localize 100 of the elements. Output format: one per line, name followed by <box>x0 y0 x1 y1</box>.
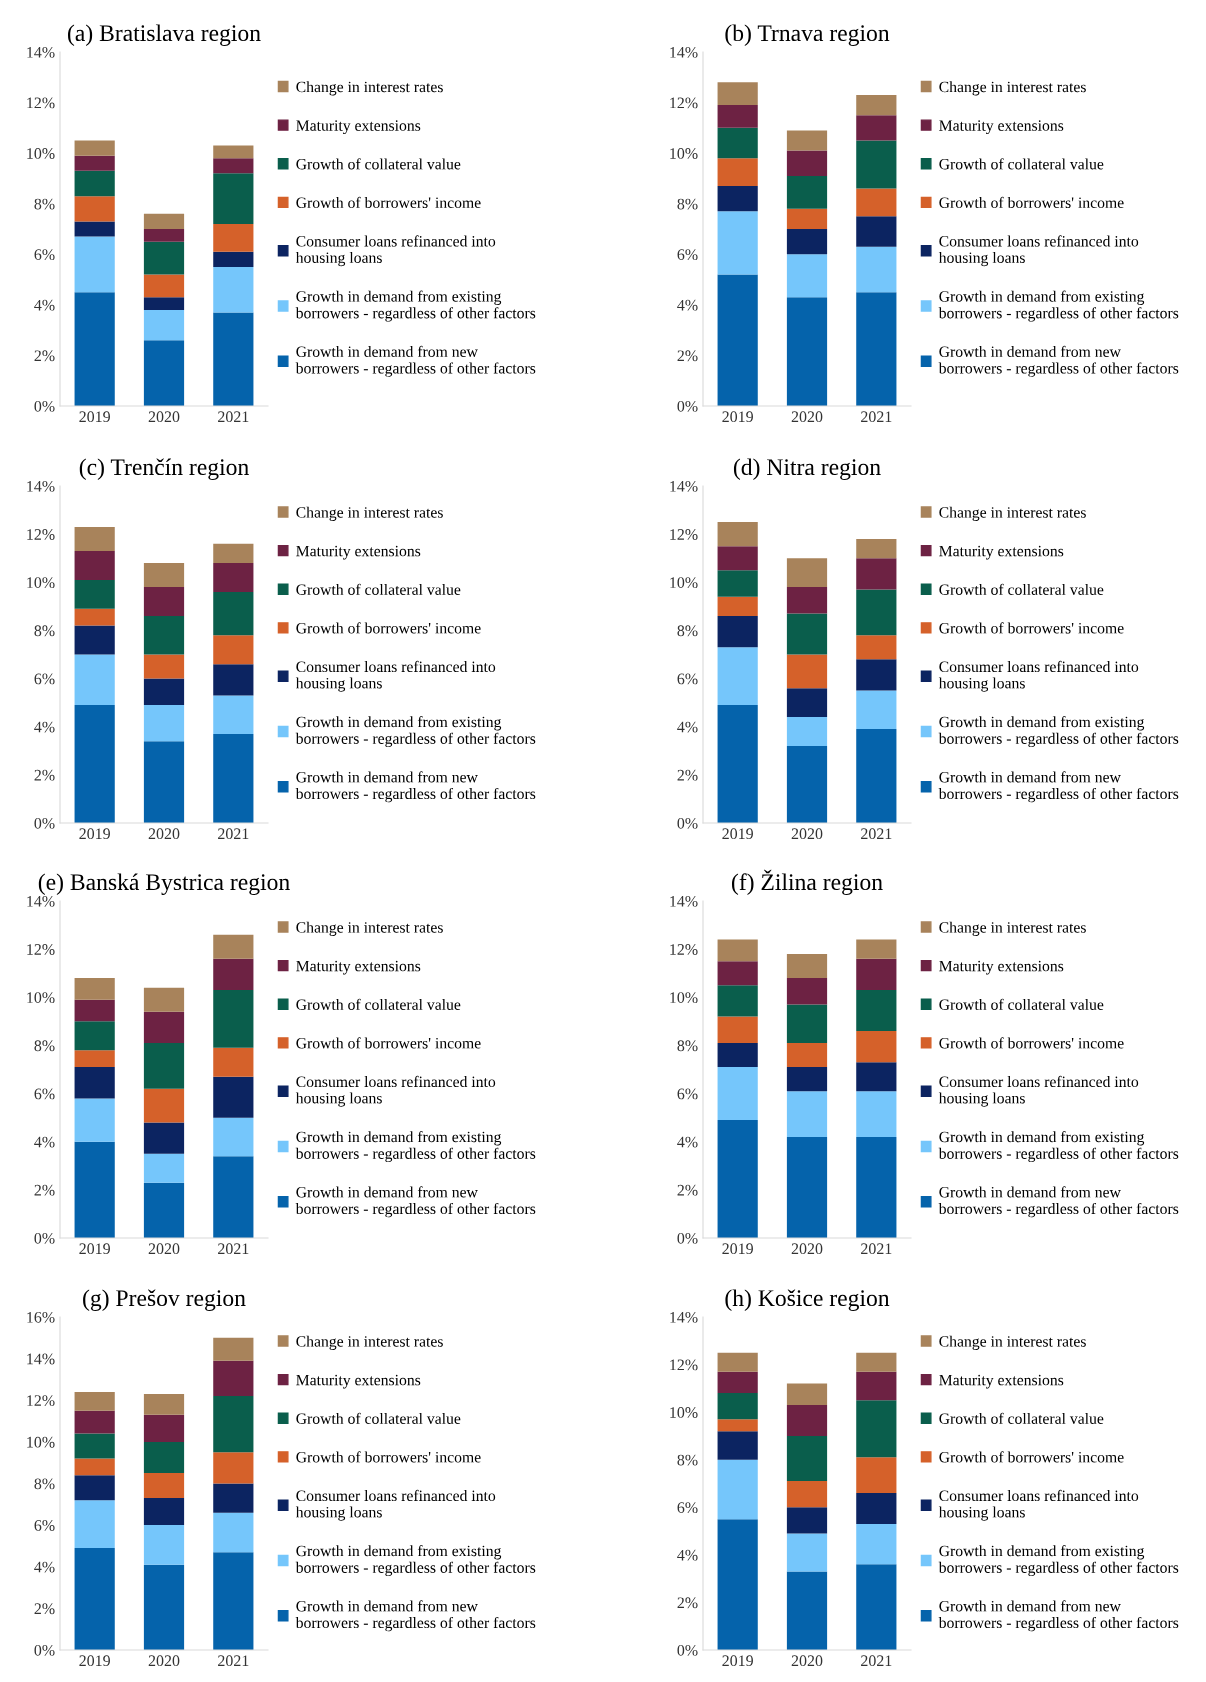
bar <box>74 221 115 237</box>
legend-label: Consumer loans refinanced into housing loans <box>938 235 1139 267</box>
legend-label: Growth in demand from new borrowers - regardless of other factors <box>295 1186 536 1218</box>
bar <box>74 999 115 1022</box>
bar <box>74 1141 115 1238</box>
y-tick-label: 8% <box>677 625 698 637</box>
legend-label: Maturity extensions <box>939 545 1064 560</box>
y-tick-label: 14% <box>27 895 55 907</box>
bar <box>213 543 254 564</box>
bar <box>213 1047 254 1077</box>
bar <box>717 705 758 823</box>
x-tick-label: 2019 <box>722 1243 753 1255</box>
bar <box>717 158 758 187</box>
bar <box>213 158 254 174</box>
legend-label: Growth of collateral value <box>296 1412 461 1424</box>
bar <box>213 591 254 636</box>
x-tick-label: 2021 <box>861 1655 892 1667</box>
bar <box>213 1483 254 1513</box>
legend-label: Consumer loans refinanced into housing loans <box>295 660 496 692</box>
y-tick-label: 8% <box>34 625 55 637</box>
y-tick-label: 4% <box>677 1136 698 1148</box>
legend-label: Growth of collateral value <box>939 583 1104 595</box>
legend-label: Growth of collateral value <box>939 158 1104 170</box>
bar <box>143 1473 185 1499</box>
bar <box>213 1552 254 1650</box>
bar <box>786 1507 828 1534</box>
x-tick-label: 2019 <box>722 411 753 423</box>
bar <box>856 1523 897 1565</box>
y-tick-label: 4% <box>34 721 55 733</box>
bar <box>74 292 115 406</box>
text: Change in interest rates <box>296 1335 443 1350</box>
bar <box>213 934 254 959</box>
bar <box>143 1498 185 1526</box>
bar <box>74 1391 115 1411</box>
bar <box>74 1458 115 1476</box>
bar <box>213 1360 254 1397</box>
legend-label: Change in interest rates <box>296 81 443 96</box>
bar <box>213 1156 254 1238</box>
legend-label: Growth in demand from new borrowers - regardless of other factors <box>938 1186 1179 1218</box>
bar <box>786 1043 828 1068</box>
bar <box>717 1459 758 1520</box>
legend-label: Growth in demand from existing borrowers - regardless of other factors <box>295 1545 536 1577</box>
x-tick-label: 2021 <box>861 828 892 840</box>
y-tick-label: 8% <box>677 1454 698 1466</box>
bar <box>717 1393 758 1420</box>
chart-title: (f) Žilina region <box>731 869 883 895</box>
legend-label: Growth of collateral value <box>296 158 461 170</box>
bar <box>717 105 758 128</box>
bar <box>143 741 185 823</box>
legend-label: Growth in demand from existing borrowers - regardless of other factors <box>938 716 1179 748</box>
x-tick-label: 2020 <box>791 411 823 423</box>
bar <box>74 1548 115 1650</box>
bar <box>786 1571 828 1650</box>
bar <box>717 546 758 571</box>
bar <box>74 1067 115 1099</box>
bar <box>856 589 897 636</box>
y-tick-label: 10% <box>670 992 698 1004</box>
bar <box>74 550 115 580</box>
bar <box>717 985 758 1017</box>
legend-label: Growth of collateral value <box>296 583 461 595</box>
legend-label: Consumer loans refinanced into housing loans <box>938 660 1139 692</box>
bar <box>786 208 828 229</box>
bar <box>213 1117 254 1157</box>
y-tick-label: 8% <box>34 1478 55 1490</box>
y-tick-label: 2% <box>34 1603 55 1615</box>
y-tick-label: 4% <box>34 1136 55 1148</box>
y-tick-label: 2% <box>677 1597 698 1609</box>
y-tick-label: 0% <box>34 400 55 412</box>
y-tick-label: 2% <box>677 769 698 781</box>
legend-label: Growth of borrowers' income <box>939 1037 1124 1049</box>
bar <box>856 188 897 217</box>
bar <box>856 690 897 730</box>
y-tick-label: 10% <box>670 577 698 589</box>
bar <box>786 130 828 151</box>
legend-label: Maturity extensions <box>296 545 421 560</box>
bar <box>717 1431 758 1460</box>
bar <box>143 678 185 706</box>
x-tick-label: 2021 <box>861 1243 892 1255</box>
bar <box>717 127 758 159</box>
bar <box>786 1533 828 1572</box>
legend-label: Growth in demand from new borrowers - regardless of other factors <box>938 771 1179 803</box>
bar <box>213 1396 254 1453</box>
bar <box>213 733 254 823</box>
bar <box>74 579 115 609</box>
legend-label: Change in interest rates <box>296 506 443 521</box>
bar <box>717 939 758 962</box>
bar <box>856 246 897 293</box>
bar <box>856 1457 897 1494</box>
y-tick-label: 6% <box>677 1502 698 1514</box>
bar <box>74 1475 115 1501</box>
y-tick-label: 12% <box>27 1395 55 1406</box>
bar <box>856 1400 897 1458</box>
x-tick-label: 2019 <box>79 1655 110 1667</box>
y-tick-label: 14% <box>27 480 55 492</box>
x-tick-label: 2019 <box>79 411 110 423</box>
y-tick-label: 2% <box>677 350 698 362</box>
bar <box>856 635 897 660</box>
bar <box>856 1564 897 1650</box>
bar <box>143 1122 185 1154</box>
bar <box>856 1136 897 1238</box>
